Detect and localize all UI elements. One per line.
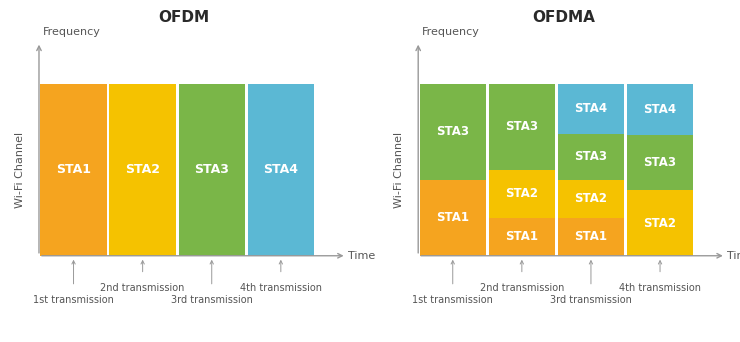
Text: Time: Time xyxy=(348,251,375,261)
Text: STA4: STA4 xyxy=(644,103,676,116)
Bar xyxy=(558,84,624,134)
Bar xyxy=(627,84,693,135)
Bar xyxy=(558,218,624,256)
Text: STA3: STA3 xyxy=(505,120,538,133)
Text: STA2: STA2 xyxy=(125,163,160,176)
Bar xyxy=(488,170,555,218)
Text: Wi-Fi Channel: Wi-Fi Channel xyxy=(15,132,24,208)
Text: STA1: STA1 xyxy=(505,230,538,243)
Text: Time: Time xyxy=(727,251,740,261)
Bar xyxy=(558,180,624,218)
Text: Frequency: Frequency xyxy=(42,27,101,37)
Bar xyxy=(420,84,486,180)
Text: STA4: STA4 xyxy=(263,163,298,176)
Title: OFDMA: OFDMA xyxy=(532,11,595,25)
Bar xyxy=(178,84,245,256)
Bar xyxy=(488,84,555,170)
Text: 4th transmission: 4th transmission xyxy=(619,283,701,293)
Bar xyxy=(110,84,176,256)
Text: 3rd transmission: 3rd transmission xyxy=(171,295,252,305)
Text: Wi-Fi Channel: Wi-Fi Channel xyxy=(394,132,404,208)
Bar xyxy=(248,84,314,256)
Text: STA4: STA4 xyxy=(574,102,608,115)
Bar xyxy=(420,180,486,256)
Text: STA3: STA3 xyxy=(574,150,608,163)
Text: STA1: STA1 xyxy=(437,211,469,224)
Text: STA3: STA3 xyxy=(195,163,229,176)
Text: STA1: STA1 xyxy=(574,230,608,243)
Bar xyxy=(627,135,693,190)
Text: STA2: STA2 xyxy=(574,193,608,206)
Text: STA2: STA2 xyxy=(644,216,676,229)
Title: OFDM: OFDM xyxy=(158,11,209,25)
Text: STA1: STA1 xyxy=(56,163,91,176)
Bar xyxy=(558,134,624,180)
Text: STA2: STA2 xyxy=(505,187,538,200)
Text: Frequency: Frequency xyxy=(422,27,480,37)
Bar xyxy=(41,84,107,256)
Text: 2nd transmission: 2nd transmission xyxy=(480,283,564,293)
Text: STA3: STA3 xyxy=(644,156,676,169)
Text: STA3: STA3 xyxy=(437,126,469,139)
Text: 2nd transmission: 2nd transmission xyxy=(101,283,185,293)
Text: 1st transmission: 1st transmission xyxy=(412,295,493,305)
Text: 4th transmission: 4th transmission xyxy=(240,283,322,293)
Text: 3rd transmission: 3rd transmission xyxy=(550,295,632,305)
Bar xyxy=(488,218,555,256)
Bar xyxy=(627,190,693,256)
Text: 1st transmission: 1st transmission xyxy=(33,295,114,305)
